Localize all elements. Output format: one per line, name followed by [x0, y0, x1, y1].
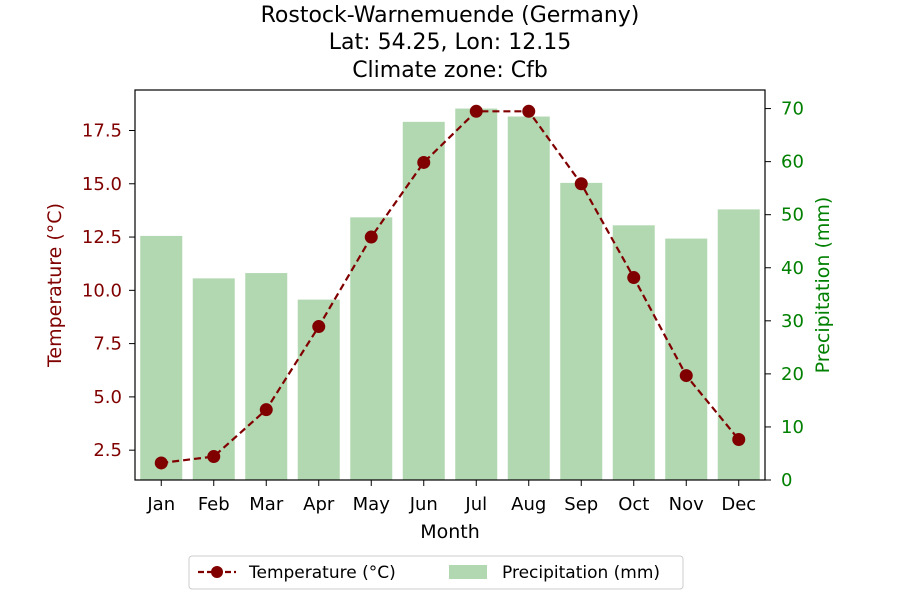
- precipitation-bar-jan: [140, 235, 183, 480]
- legend-box: [188, 555, 684, 590]
- precipitation-axis: 0 10 20 30 40 50 60 70: [765, 99, 804, 491]
- temperature-point-dec: [732, 433, 746, 447]
- precipitation-bar-jun: [402, 121, 445, 480]
- precipitation-bar-may: [350, 217, 393, 481]
- temperature-tick-label: 10.0: [82, 280, 122, 301]
- temperature-tick-label: 5.0: [93, 387, 122, 408]
- temperature-tick-label: 7.5: [93, 334, 122, 355]
- temperature-tick-label: 17.5: [82, 120, 122, 141]
- x-tick-label: Apr: [303, 494, 335, 515]
- temperature-point-nov: [679, 369, 693, 383]
- legend-precipitation-swatch: [449, 565, 487, 579]
- temperature-line: [161, 110, 740, 465]
- precipitation-tick-label: 10: [781, 417, 804, 438]
- x-tick-label: Aug: [511, 494, 546, 515]
- temperature-point-mar: [259, 403, 273, 417]
- temperature-point-feb: [207, 450, 221, 464]
- temperature-point-oct: [627, 271, 641, 285]
- title-line-3: Climate zone: Cfb: [352, 58, 548, 83]
- x-tick-label: Nov: [669, 494, 704, 515]
- temperature-point-jun: [417, 155, 431, 169]
- x-tick-label: Jan: [146, 494, 175, 515]
- precipitation-tick-label: 60: [781, 152, 804, 173]
- x-tick-label: Mar: [249, 494, 284, 515]
- precipitation-tick-label: 70: [781, 99, 804, 120]
- temperature-point-apr: [312, 320, 326, 334]
- precipitation-bar-jul: [455, 108, 498, 481]
- precipitation-bar-feb: [192, 278, 235, 480]
- precipitation-bar-mar: [245, 273, 288, 480]
- temperature-axis-label: Temperature (°C): [44, 203, 66, 368]
- title-line-2: Lat: 54.25, Lon: 12.15: [329, 30, 571, 55]
- precipitation-tick-label: 20: [781, 364, 804, 385]
- temperature-point-jul: [469, 104, 483, 118]
- legend-precipitation-label: Precipitation (mm): [502, 563, 660, 583]
- x-tick-label: Jun: [409, 494, 438, 515]
- precipitation-axis-label: Precipitation (mm): [812, 197, 834, 374]
- x-tick-label: Sep: [564, 494, 598, 515]
- temperature-series: [154, 104, 746, 470]
- temperature-point-aug: [522, 104, 536, 118]
- precipitation-tick-label: 50: [781, 205, 804, 226]
- temperature-tick-label: 12.5: [82, 227, 122, 248]
- precipitation-tick-label: 0: [781, 470, 792, 491]
- legend-temperature-marker: [211, 566, 223, 578]
- precipitation-bars: [140, 108, 760, 481]
- temperature-tick-label: 2.5: [93, 440, 122, 461]
- chart-title: Rostock-Warnemuende (Germany) Lat: 54.25…: [261, 3, 640, 83]
- x-tick-label: Oct: [618, 494, 649, 515]
- precipitation-bar-aug: [507, 116, 550, 480]
- precipitation-tick-label: 40: [781, 258, 804, 279]
- precipitation-bar-oct: [612, 225, 655, 480]
- temperature-tick-label: 15.0: [82, 174, 122, 195]
- x-axis: Jan Feb Mar Apr May Jun Jul Aug Sep Oct Nov Dec: [146, 480, 756, 515]
- temperature-point-jan: [154, 456, 168, 470]
- temperature-point-sep: [574, 177, 588, 191]
- legend-temperature-label: Temperature (°C): [248, 563, 396, 583]
- x-tick-label: Dec: [721, 494, 756, 515]
- x-tick-label: Feb: [198, 494, 230, 515]
- temperature-point-may: [364, 230, 378, 244]
- x-tick-label: May: [353, 494, 391, 515]
- legend: Temperature (°C) Precipitation (mm): [188, 555, 684, 590]
- precipitation-tick-label: 30: [781, 311, 804, 332]
- x-tick-label: Jul: [464, 494, 487, 515]
- temperature-axis: 2.5 5.0 7.5 10.0 12.5 15.0 17.5: [82, 120, 135, 461]
- x-axis-label: Month: [420, 521, 480, 543]
- plot-frame: [134, 89, 766, 481]
- title-line-1: Rostock-Warnemuende (Germany): [261, 3, 640, 28]
- precipitation-bar-nov: [665, 238, 708, 480]
- precipitation-bar-sep: [560, 182, 603, 480]
